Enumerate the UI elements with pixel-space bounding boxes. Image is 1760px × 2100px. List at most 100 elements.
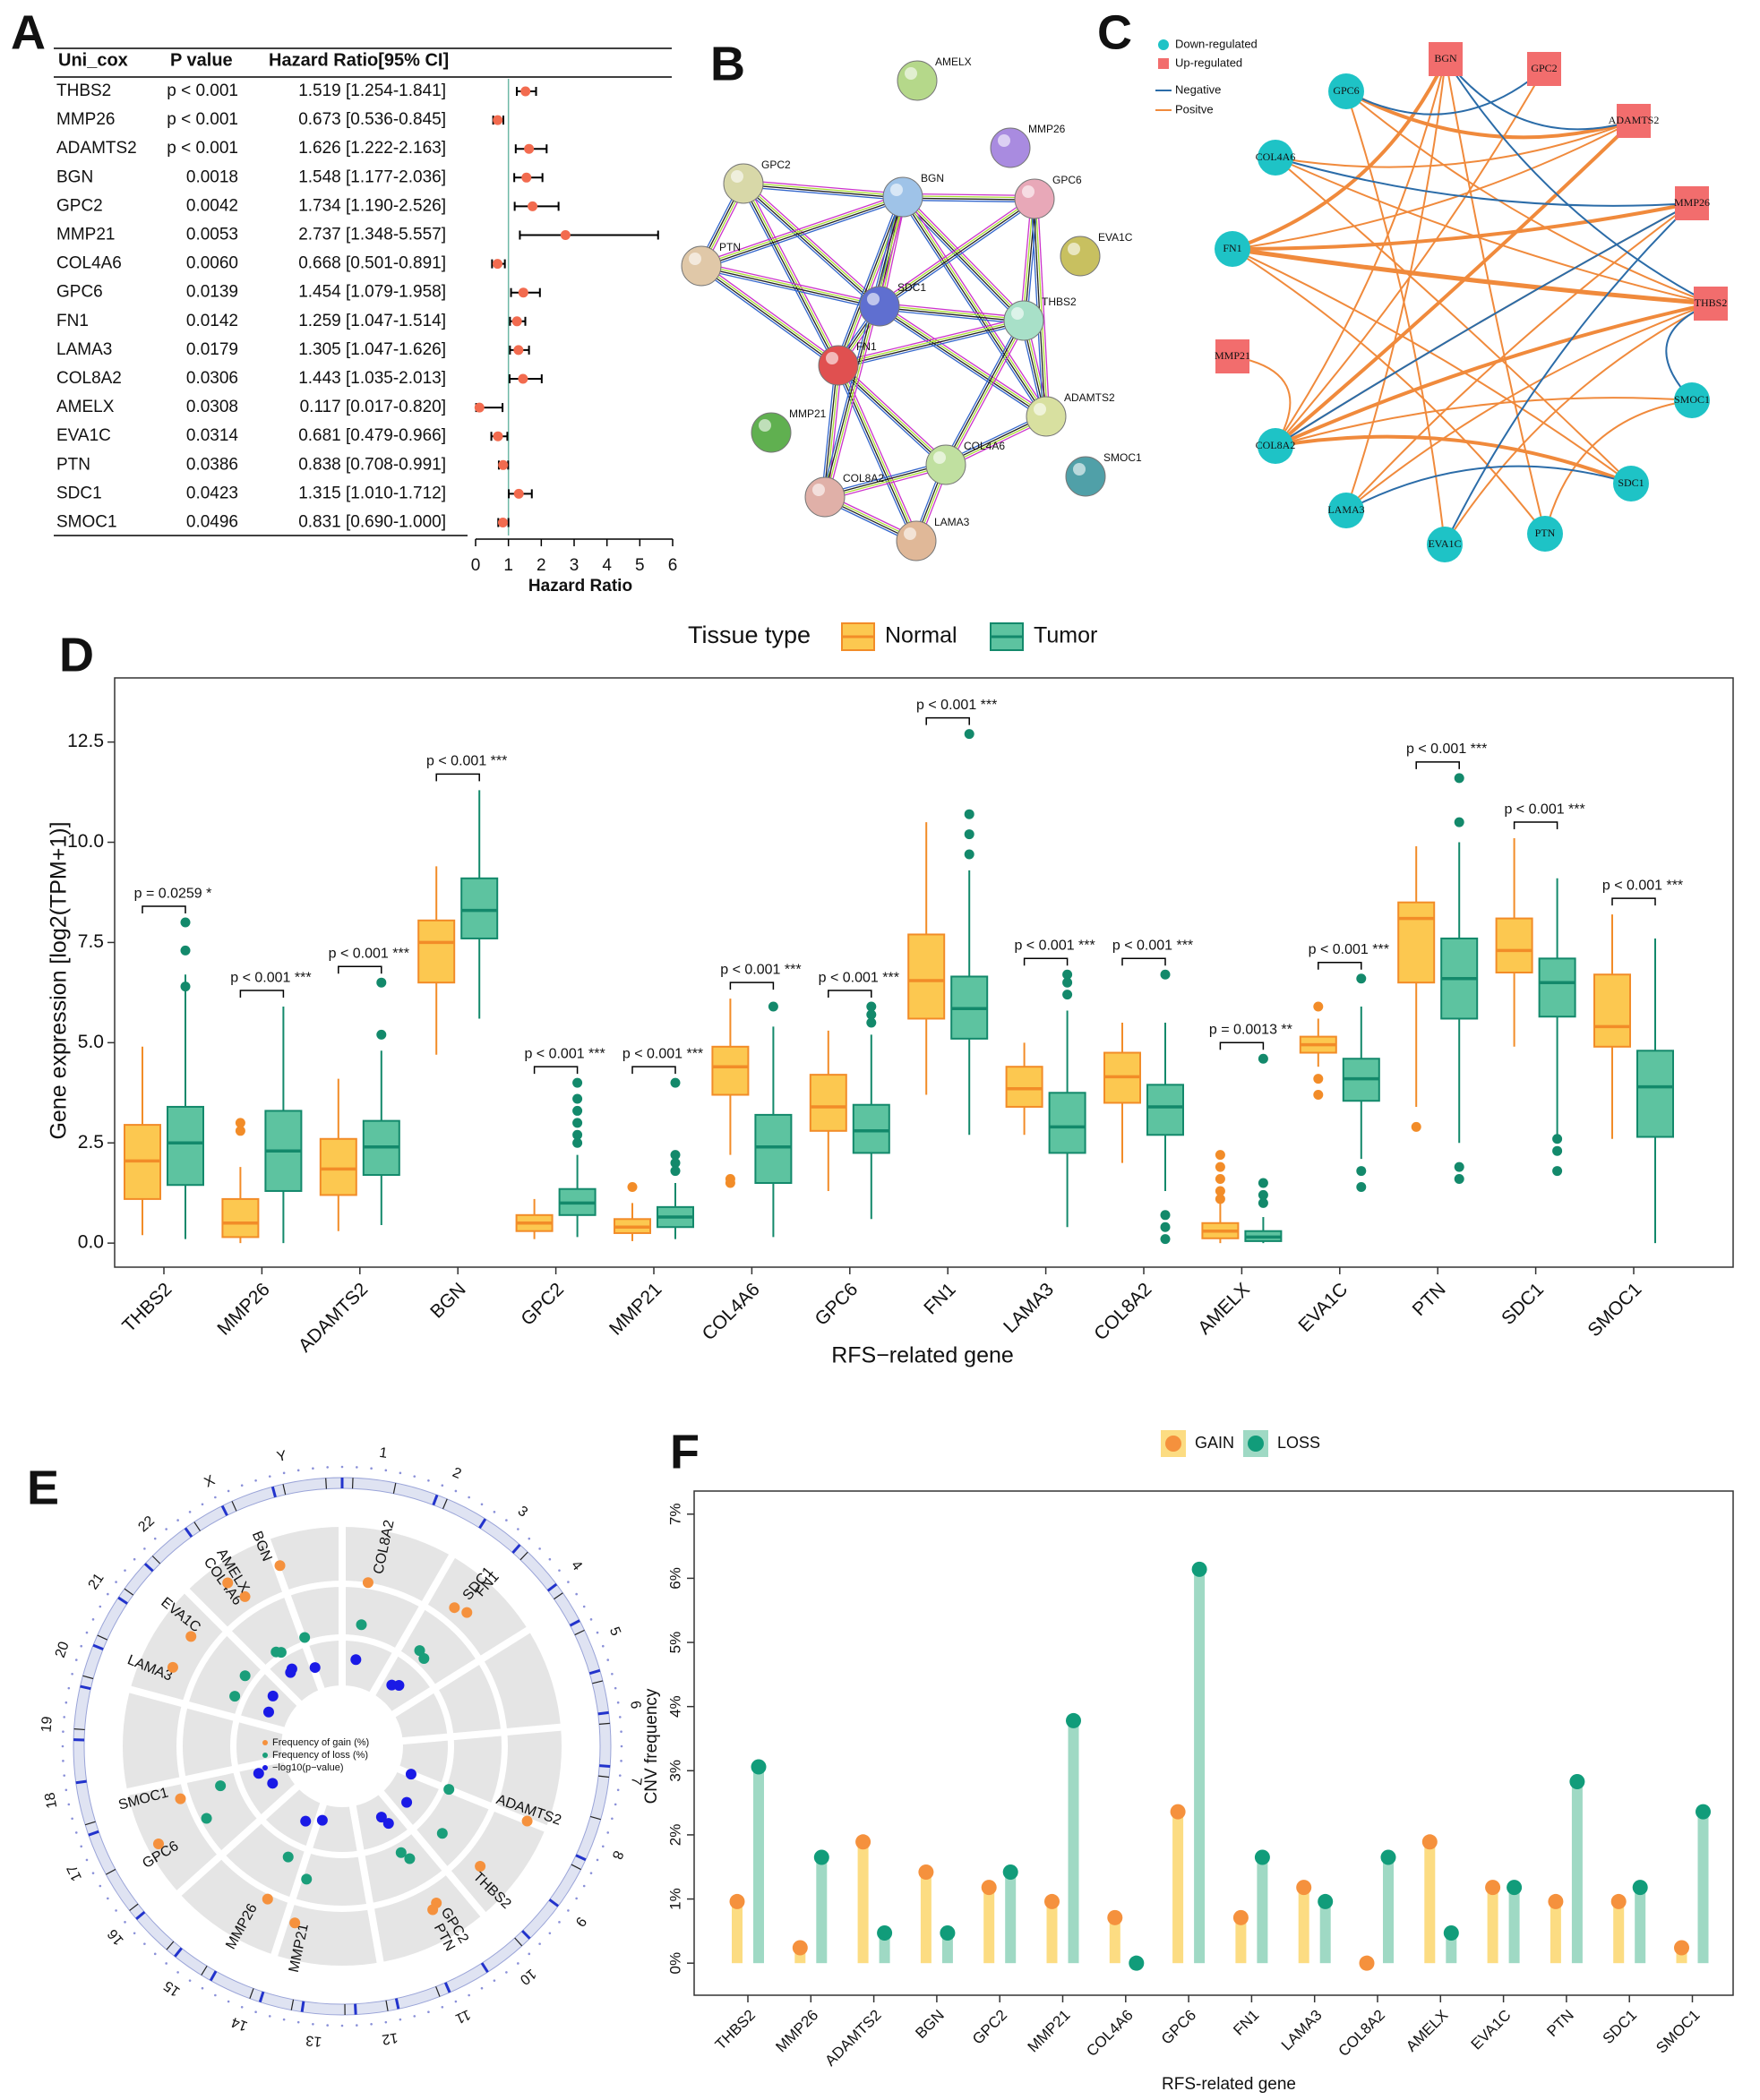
gene-name: AMELX bbox=[56, 398, 115, 416]
scale-dot bbox=[618, 1774, 622, 1777]
network-node bbox=[681, 245, 722, 287]
gene-name: MMP26 bbox=[56, 110, 115, 129]
outlier bbox=[572, 1093, 583, 1104]
band bbox=[519, 1551, 528, 1561]
positive-edge bbox=[1275, 434, 1632, 485]
up-node bbox=[1694, 287, 1728, 321]
dot bbox=[1359, 1955, 1375, 1971]
node-label: MMP21 bbox=[1215, 349, 1250, 362]
band bbox=[325, 1478, 328, 1489]
chromosome-label: 16 bbox=[105, 1925, 127, 1948]
band bbox=[599, 1764, 611, 1768]
scale-dot bbox=[575, 1897, 578, 1900]
network-edge bbox=[1036, 198, 1051, 416]
node-highlight bbox=[904, 527, 916, 540]
box bbox=[711, 1045, 750, 1096]
scale-dot bbox=[201, 1503, 204, 1506]
neg_log10_p-dot bbox=[253, 1768, 264, 1779]
x-tick-label: 2 bbox=[537, 556, 546, 575]
network-edge bbox=[743, 182, 881, 306]
hr-point bbox=[518, 373, 528, 384]
network-edge bbox=[835, 366, 914, 543]
outlier bbox=[1454, 817, 1464, 827]
gain-dot bbox=[431, 1898, 442, 1909]
band bbox=[143, 1563, 154, 1573]
scale-dot bbox=[107, 1592, 109, 1596]
p-value: 0.0018 bbox=[186, 167, 238, 186]
p-value: 0.0386 bbox=[186, 455, 238, 474]
sig-label: p = 0.0013 ** bbox=[1209, 1022, 1292, 1037]
scale-dot bbox=[62, 1760, 64, 1762]
sig-label: p < 0.001 *** bbox=[622, 1046, 703, 1061]
hr-point bbox=[524, 143, 535, 154]
scale-dot bbox=[384, 2020, 388, 2024]
y-tick-label: 5% bbox=[666, 1632, 683, 1654]
outlier bbox=[1160, 1234, 1171, 1245]
scale-dot bbox=[63, 1716, 66, 1719]
hazard-ratio: 1.519 [1.254-1.841] bbox=[298, 81, 446, 100]
sig-label: p < 0.001 *** bbox=[1602, 878, 1683, 893]
network-edge bbox=[701, 197, 904, 268]
stem bbox=[1635, 1887, 1646, 1964]
scale-dot bbox=[115, 1909, 117, 1912]
legend-label: Frequency of gain (%) bbox=[272, 1737, 369, 1748]
gene-name: COL4A6 bbox=[56, 254, 122, 273]
band bbox=[129, 1903, 139, 1911]
x-tick-label: SMOC1 bbox=[1653, 2007, 1703, 2057]
dot bbox=[1421, 1834, 1438, 1850]
dot bbox=[1696, 1804, 1711, 1820]
network-edge bbox=[700, 266, 880, 308]
legend-label: Down-regulated bbox=[1175, 37, 1258, 50]
outlier bbox=[1215, 1186, 1225, 1196]
box bbox=[319, 1137, 357, 1196]
x-tick-label: AMELX bbox=[1194, 1279, 1254, 1339]
scale-dot bbox=[582, 1884, 586, 1888]
neg_log10_p-dot bbox=[405, 1769, 416, 1780]
scale-dot bbox=[399, 1471, 402, 1475]
network-edge bbox=[899, 198, 1044, 419]
band bbox=[88, 1830, 99, 1837]
loss-dot bbox=[395, 1847, 407, 1858]
network-edge bbox=[903, 195, 1048, 416]
x-tick-label: SDC1 bbox=[1600, 2007, 1641, 2048]
network-edge bbox=[825, 365, 840, 498]
gain-dot bbox=[475, 1860, 486, 1872]
network-edge bbox=[902, 199, 1035, 203]
scale-dot bbox=[340, 2024, 344, 2027]
p-value: 0.0139 bbox=[186, 283, 238, 302]
ideogram bbox=[73, 1477, 612, 2016]
outlier bbox=[964, 829, 974, 840]
x-tick-label: THBS2 bbox=[118, 1279, 176, 1336]
node-label: THBS2 bbox=[1042, 296, 1077, 308]
positive-edge bbox=[1274, 119, 1636, 448]
x-tick-label: ADAMTS2 bbox=[295, 1279, 372, 1356]
p-value: 0.0042 bbox=[186, 196, 238, 215]
hr-point bbox=[528, 201, 538, 211]
neg_log10_p-dot bbox=[350, 1654, 362, 1666]
sig-bracket bbox=[533, 1066, 579, 1075]
outlier bbox=[572, 1137, 583, 1148]
outlier bbox=[627, 1181, 638, 1192]
hazard-ratio: 0.117 [0.017-0.820] bbox=[300, 398, 446, 416]
node-highlight bbox=[933, 451, 946, 464]
stem bbox=[920, 1872, 932, 1964]
node-label: MMP21 bbox=[789, 407, 827, 420]
scale-dot bbox=[427, 1479, 430, 1482]
network-edge bbox=[745, 182, 842, 364]
scale-dot bbox=[620, 1744, 623, 1748]
node-label: AMELX bbox=[935, 56, 972, 68]
scale-dot bbox=[63, 1774, 66, 1777]
down-node bbox=[1328, 73, 1364, 109]
outlier bbox=[572, 1077, 583, 1088]
x-tick-label: ADAMTS2 bbox=[821, 2007, 884, 2070]
sig-label: p < 0.001 *** bbox=[1504, 801, 1584, 817]
p-value: 0.0179 bbox=[186, 340, 238, 359]
plot-frame bbox=[693, 1490, 1734, 1996]
stem bbox=[1571, 1781, 1583, 1964]
gene-name: SDC1 bbox=[56, 484, 102, 502]
scale-dot bbox=[153, 1537, 157, 1540]
network-edge bbox=[1022, 198, 1035, 321]
x-tick-label: BGN bbox=[912, 2007, 947, 2042]
outlier bbox=[180, 917, 191, 928]
node-label: PTN bbox=[719, 241, 741, 253]
